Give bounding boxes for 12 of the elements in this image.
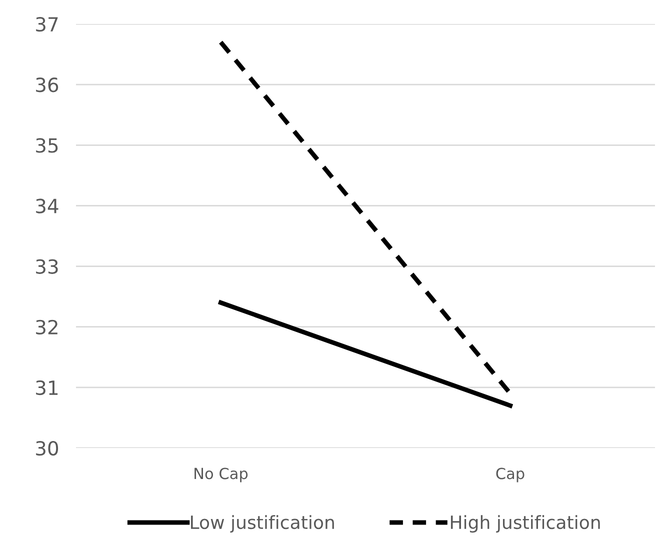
y-tick-label: 32	[36, 320, 58, 335]
legend-label: High justification	[450, 515, 600, 533]
y-tick-label: 33	[36, 259, 58, 274]
y-tick-label: 36	[36, 78, 58, 92]
legend-label: Low justification	[191, 515, 334, 533]
x-tick-label: No Cap	[194, 468, 248, 482]
y-tick-label: 30	[36, 440, 58, 456]
y-tick-label: 34	[36, 198, 58, 214]
y-tick-label: 37	[36, 16, 58, 32]
y-tick-label: 35	[36, 138, 58, 153]
y-tick-label: 31	[36, 380, 58, 396]
x-tick-label: Cap	[496, 468, 524, 482]
